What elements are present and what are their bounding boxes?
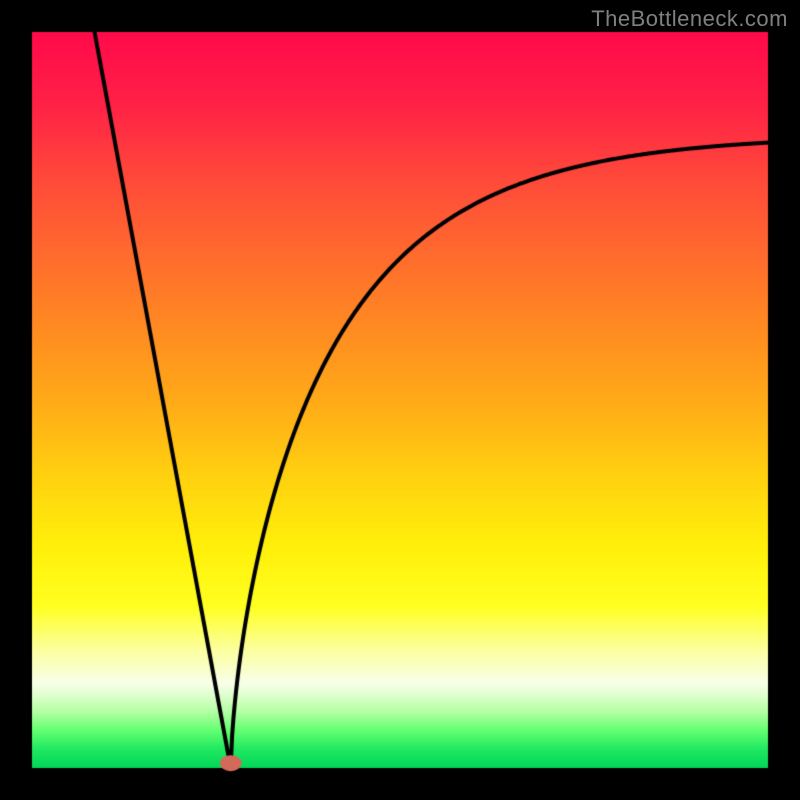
bottleneck-chart-canvas (0, 0, 800, 800)
